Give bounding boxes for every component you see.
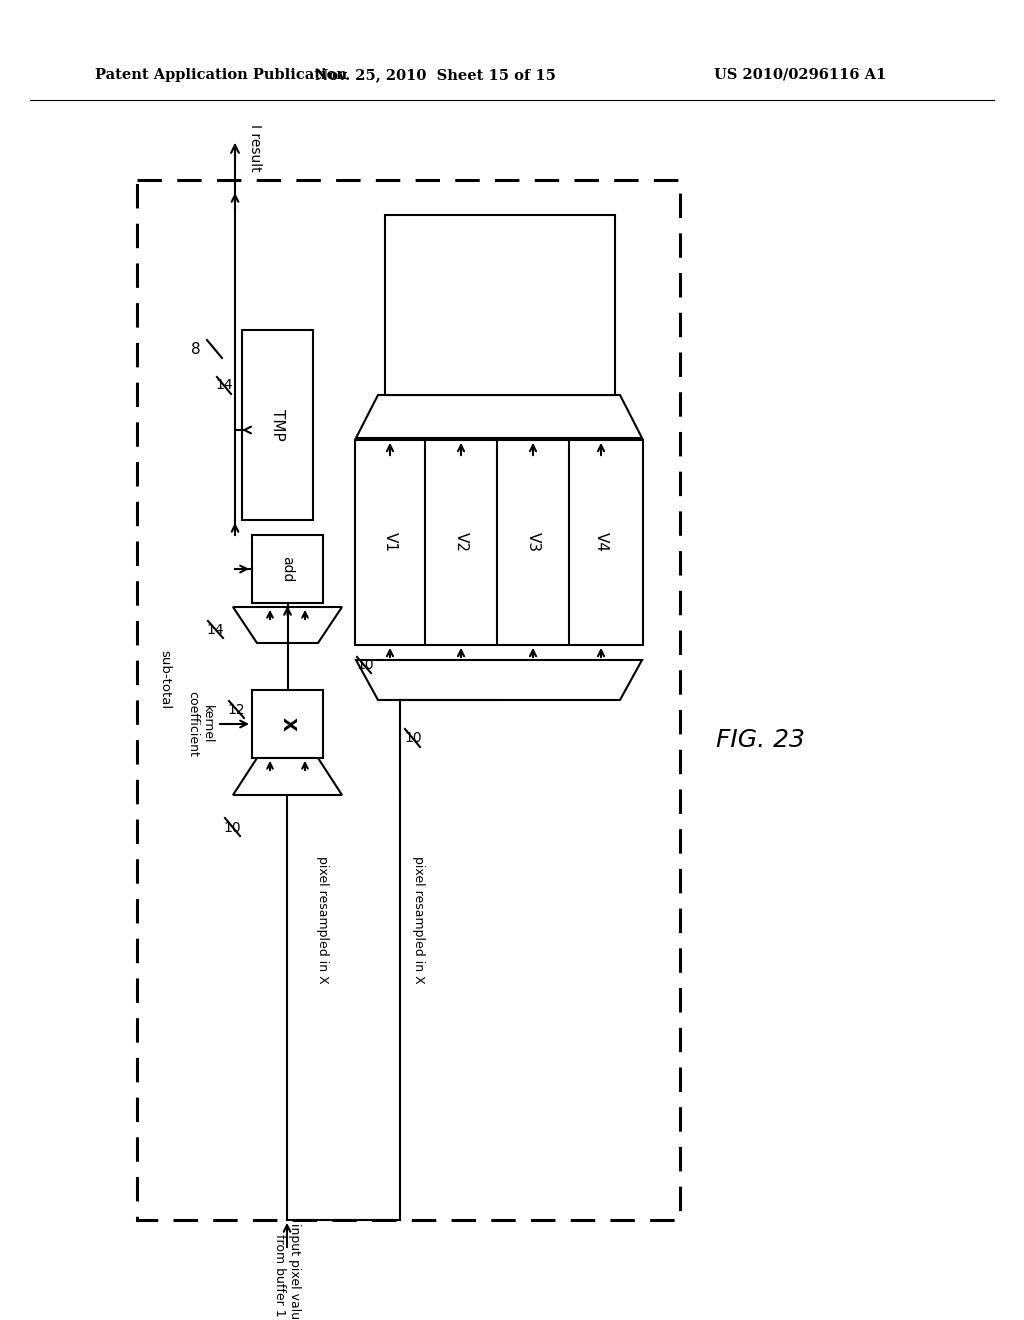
Polygon shape [252,690,323,758]
Text: sub-total: sub-total [158,651,171,710]
Text: V2: V2 [454,532,469,553]
Text: 14: 14 [215,378,232,392]
Polygon shape [356,660,642,700]
Text: add: add [281,556,295,582]
Text: V4: V4 [594,532,608,553]
Text: 12: 12 [227,704,245,717]
Polygon shape [233,607,342,643]
Text: Nov. 25, 2010  Sheet 15 of 15: Nov. 25, 2010 Sheet 15 of 15 [314,69,555,82]
Text: US 2010/0296116 A1: US 2010/0296116 A1 [714,69,886,82]
Text: input pixel value
from buffer 1: input pixel value from buffer 1 [273,1224,301,1320]
Polygon shape [252,535,323,603]
Text: pixel resampled in X: pixel resampled in X [412,857,425,983]
Polygon shape [355,440,643,645]
Polygon shape [356,395,642,438]
Text: 14: 14 [206,623,224,638]
Text: TMP: TMP [270,409,285,441]
Text: FIG. 23: FIG. 23 [716,729,805,752]
Polygon shape [233,758,342,795]
Text: V3: V3 [525,532,541,553]
Text: 10: 10 [223,821,241,836]
Text: 10: 10 [356,657,374,672]
Text: kernel
coefficient: kernel coefficient [186,692,214,756]
Polygon shape [242,330,313,520]
Text: Patent Application Publication: Patent Application Publication [95,69,347,82]
Text: V1: V1 [383,532,397,553]
Text: I result: I result [248,124,262,172]
Polygon shape [385,215,615,395]
Text: 10: 10 [404,731,422,744]
Text: pixel resampled in X: pixel resampled in X [315,857,329,983]
Text: 8: 8 [191,342,201,358]
Text: X: X [279,717,297,731]
